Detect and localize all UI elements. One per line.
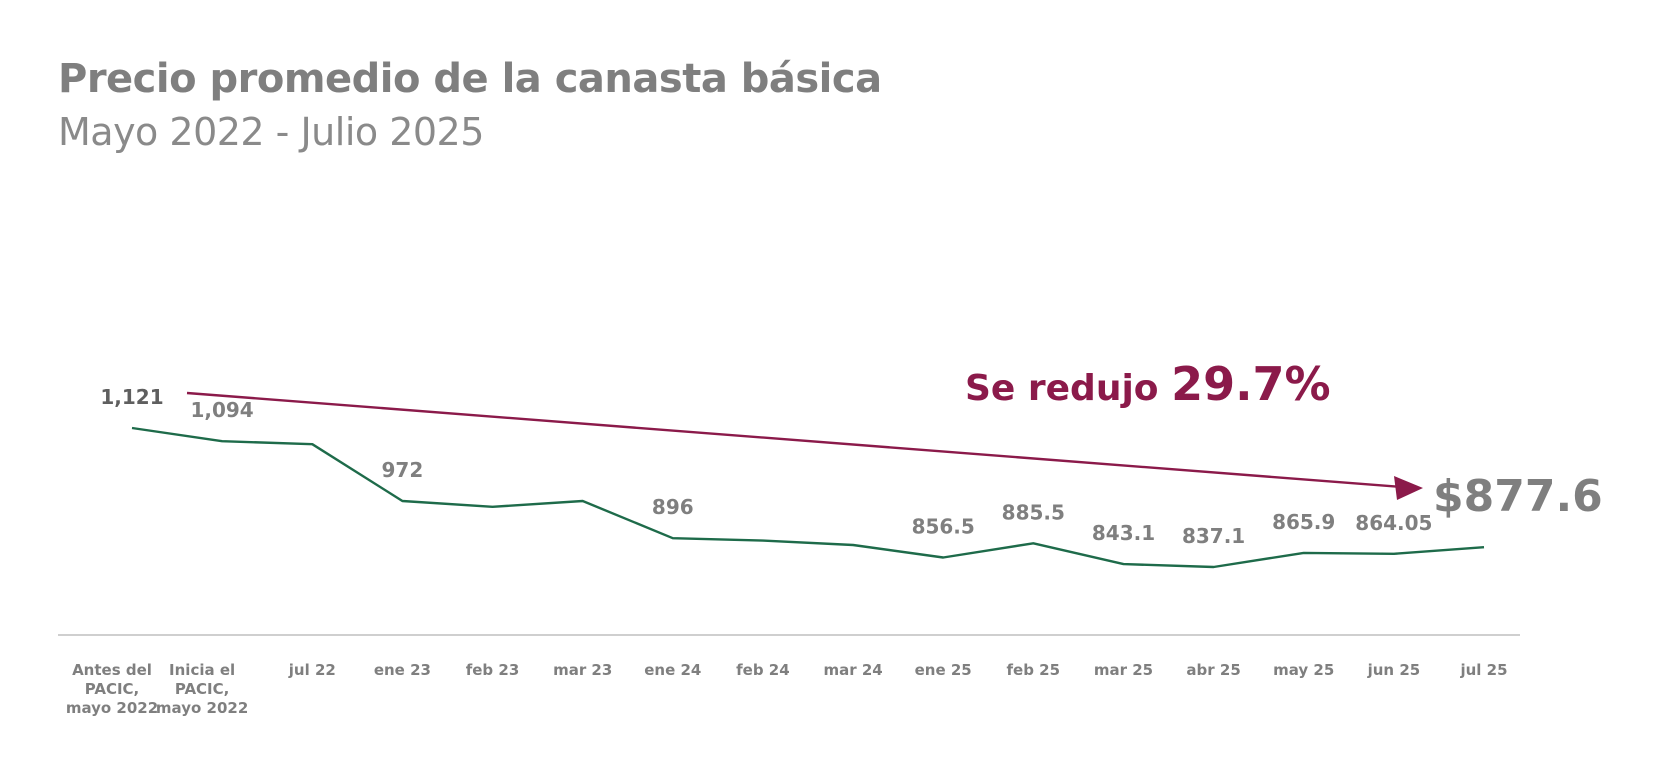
- data-label: 1,094: [190, 398, 253, 422]
- x-tick-label: jun 25: [1367, 661, 1421, 679]
- data-label: 843.1: [1092, 521, 1155, 545]
- x-tick-label: ene 25: [915, 661, 972, 679]
- x-tick-label: mar 24: [823, 661, 882, 679]
- data-label: 837.1: [1182, 524, 1245, 548]
- final-value-label: $877.6: [1433, 471, 1603, 522]
- x-tick-label: ene 24: [644, 661, 701, 679]
- trend-arrow-head: [1394, 476, 1423, 500]
- data-label: 1,121: [100, 385, 163, 409]
- x-tick-label: mar 25: [1094, 661, 1153, 679]
- data-label: 864.05: [1355, 511, 1432, 535]
- reduction-annotation: Se redujo 29.7%: [965, 357, 1331, 411]
- reduction-percent: 29.7%: [1171, 357, 1331, 411]
- x-tick-label: mar 23: [553, 661, 612, 679]
- trend-arrow: [186, 391, 1416, 490]
- value-labels: 1,121 1,094 972 896 856.5 885.5 843.1 837.1 865.…: [100, 385, 1432, 548]
- chart-subtitle: Mayo 2022 - Julio 2025: [58, 110, 484, 154]
- reduction-prefix: Se redujo: [965, 368, 1171, 409]
- x-tick-label: feb 24: [736, 661, 790, 679]
- x-tick-label: Inicia el PACIC, mayo 2022: [156, 661, 248, 717]
- series-line: [131, 426, 1485, 569]
- x-tick-label: feb 25: [1007, 661, 1061, 679]
- x-tick-label: may 25: [1273, 661, 1334, 679]
- data-label: 885.5: [1002, 500, 1065, 524]
- x-tick-label: abr 25: [1186, 661, 1240, 679]
- x-tick-label: feb 23: [466, 661, 520, 679]
- x-tick-label: jul 25: [1459, 661, 1507, 679]
- data-label: 896: [652, 495, 694, 519]
- data-label: 856.5: [912, 515, 975, 539]
- x-tick-label: jul 22: [288, 661, 336, 679]
- data-label: 972: [382, 458, 424, 482]
- x-tick-label: Antes del PACIC, mayo 2022: [66, 661, 158, 717]
- x-tick-label: ene 23: [374, 661, 431, 679]
- chart-title: Precio promedio de la canasta básica: [58, 56, 882, 102]
- data-label: 865.9: [1272, 510, 1335, 534]
